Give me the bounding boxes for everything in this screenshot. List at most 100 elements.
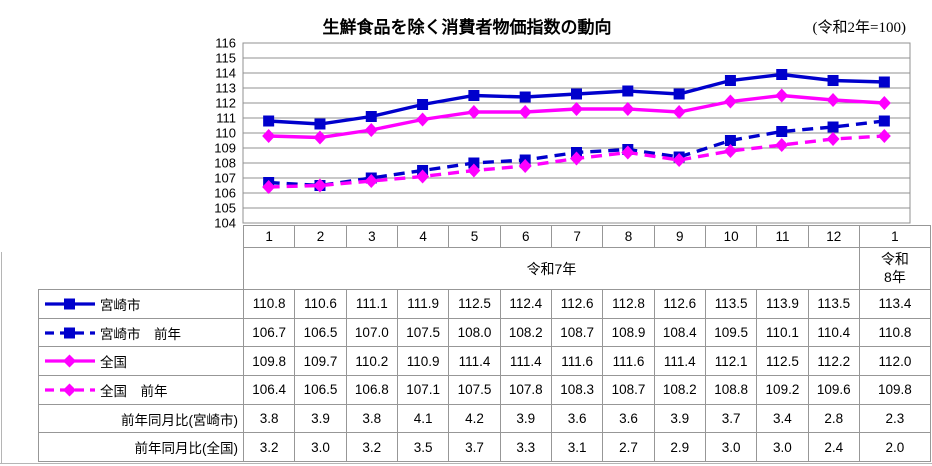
month-cell: 9 bbox=[653, 225, 706, 248]
ratio-label-cell: 前年同月比(宮崎市) bbox=[38, 403, 244, 434]
value-cell: 113.9 bbox=[756, 289, 809, 319]
sheet-edge-left bbox=[1, 252, 2, 463]
ytick-label: 109 bbox=[214, 141, 236, 156]
series-row: 宮崎市 前年 106.7 106.5 107.0 107.5 108.0 108.2 108.… bbox=[38, 317, 931, 348]
data-marker-diamond bbox=[621, 145, 635, 160]
value-cell: 108.2 bbox=[653, 375, 706, 405]
data-marker-square bbox=[673, 88, 685, 100]
value-cell: 107.5 bbox=[396, 317, 450, 348]
data-marker-square bbox=[519, 91, 531, 103]
value-cell: 111.9 bbox=[396, 289, 450, 319]
year-cell: 令和8年 bbox=[858, 247, 931, 290]
month-cell: 2 bbox=[294, 225, 347, 248]
data-marker-diamond bbox=[570, 151, 583, 166]
value-cell: 3.0 bbox=[704, 432, 758, 463]
ytick-label: 110 bbox=[215, 126, 236, 141]
value-cell: 108.7 bbox=[602, 375, 655, 405]
data-marker-diamond bbox=[467, 163, 481, 178]
ytick-label: 108 bbox=[214, 156, 236, 171]
value-cell: 110.8 bbox=[858, 317, 931, 348]
value-cell: 3.8 bbox=[242, 403, 296, 434]
legend-marker-square bbox=[64, 298, 75, 310]
value-cell: 4.1 bbox=[396, 403, 450, 434]
value-cell: 3.5 bbox=[396, 432, 450, 463]
data-marker-diamond bbox=[416, 112, 430, 127]
data-marker-square bbox=[776, 69, 788, 80]
chart-base-year-note: (令和2年=100) bbox=[812, 20, 906, 36]
month-header-row: 1 2 3 4 5 6 7 8 9 10 11 12 1 bbox=[242, 225, 931, 248]
value-cell: 108.2 bbox=[499, 317, 552, 348]
month-cell: 7 bbox=[550, 225, 604, 248]
value-cell: 111.6 bbox=[602, 346, 655, 377]
yoy-ratio-row: 前年同月比(宮崎市) 3.8 3.9 3.8 4.1 4.2 3.9 3.6 3.6 3.9 3.7… bbox=[38, 403, 931, 434]
value-cell: 107.1 bbox=[396, 375, 450, 405]
chart-title: 生鮮食品を除く消費者物価指数の動向 bbox=[322, 18, 612, 37]
month-cell: 1 bbox=[858, 225, 931, 248]
value-cell: 106.4 bbox=[242, 375, 296, 405]
value-cell: 113.4 bbox=[858, 289, 931, 319]
value-cell: 108.8 bbox=[704, 375, 758, 405]
data-marker-square bbox=[724, 75, 736, 86]
data-marker-square bbox=[827, 75, 839, 86]
value-cell: 110.2 bbox=[345, 346, 398, 377]
plot-border bbox=[242, 42, 911, 224]
legend-swatch bbox=[45, 298, 95, 310]
data-marker-diamond bbox=[723, 144, 737, 158]
series-label-cell: 全国 bbox=[38, 346, 244, 377]
value-cell: 112.6 bbox=[550, 289, 604, 319]
data-marker-diamond bbox=[621, 102, 635, 116]
ytick-label: 106 bbox=[214, 186, 236, 201]
value-cell: 4.2 bbox=[448, 403, 501, 434]
data-marker-square bbox=[878, 76, 890, 88]
legend-swatch bbox=[45, 327, 95, 339]
data-marker-square bbox=[776, 126, 788, 137]
ytick-label: 111 bbox=[216, 111, 236, 126]
data-marker-diamond bbox=[672, 105, 686, 119]
value-cell: 2.8 bbox=[807, 403, 860, 434]
value-cell: 109.2 bbox=[756, 375, 809, 405]
value-cell: 3.9 bbox=[653, 403, 706, 434]
value-cell: 3.7 bbox=[448, 432, 501, 463]
value-cell: 3.4 bbox=[756, 403, 809, 434]
value-cell: 2.0 bbox=[858, 432, 931, 463]
value-cell: 112.1 bbox=[704, 346, 758, 377]
value-cell: 3.9 bbox=[294, 403, 347, 434]
value-cell: 112.4 bbox=[499, 289, 552, 319]
series-label-cell: 宮崎市 bbox=[38, 289, 244, 319]
data-marker-square bbox=[827, 121, 839, 133]
year-cell: 令和7年 bbox=[243, 247, 860, 290]
axis-header-table: 1 2 3 4 5 6 7 8 9 10 11 12 1 令和7年 令和8年 bbox=[242, 225, 931, 290]
legend-swatch bbox=[45, 383, 95, 397]
value-cell: 110.9 bbox=[396, 346, 450, 377]
value-cell: 111.6 bbox=[550, 346, 604, 377]
ytick-label: 114 bbox=[215, 66, 236, 81]
data-marker-diamond bbox=[262, 180, 276, 194]
data-marker-diamond bbox=[775, 138, 789, 152]
value-cell: 108.7 bbox=[550, 317, 604, 348]
data-marker-diamond bbox=[723, 94, 737, 109]
value-cell: 106.5 bbox=[294, 317, 347, 348]
data-marker-square bbox=[365, 111, 377, 122]
value-cell: 110.6 bbox=[294, 289, 347, 319]
value-cell: 110.1 bbox=[756, 317, 809, 348]
data-marker-diamond bbox=[364, 123, 378, 137]
value-cell: 3.7 bbox=[704, 403, 758, 434]
month-cell: 3 bbox=[345, 225, 398, 248]
series-row: 全国 109.8 109.7 110.2 110.9 111.4 111.4 111.6 111… bbox=[38, 346, 931, 377]
value-cell: 3.6 bbox=[602, 403, 655, 434]
value-cell: 109.6 bbox=[807, 375, 860, 405]
value-cell: 111.4 bbox=[499, 346, 552, 377]
sheet-edge-bottom bbox=[0, 463, 932, 464]
value-cell: 3.2 bbox=[242, 432, 296, 463]
month-cell: 5 bbox=[448, 225, 501, 248]
data-marker-diamond bbox=[313, 130, 327, 145]
value-cell: 2.4 bbox=[807, 432, 860, 463]
data-marker-diamond bbox=[877, 96, 891, 110]
legend-swatch bbox=[45, 354, 95, 368]
value-cell: 111.4 bbox=[448, 346, 501, 377]
data-marker-square bbox=[417, 99, 429, 110]
value-cell: 3.2 bbox=[345, 432, 398, 463]
month-cell: 1 bbox=[242, 225, 296, 248]
series-name: 全国 bbox=[100, 355, 127, 371]
value-cell: 109.8 bbox=[858, 375, 931, 405]
